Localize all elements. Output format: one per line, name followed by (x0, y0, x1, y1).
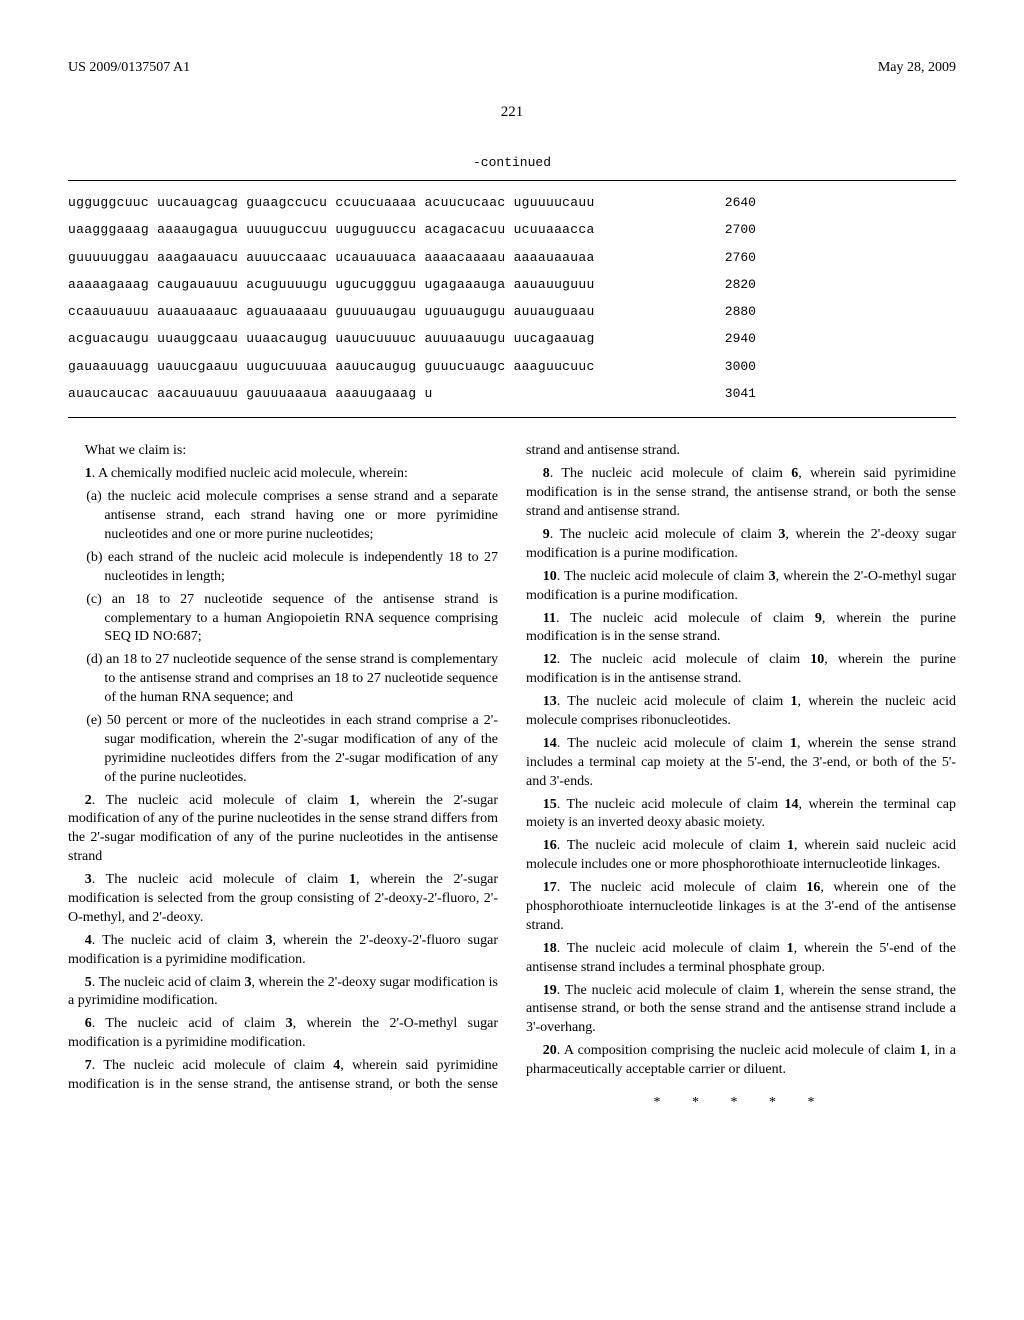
sequence-row: ccaauuauuu auaauaaauc aguauaaaau guuuuau… (68, 298, 956, 325)
sequence-row: auaucaucac aacauuauuu gauuuaaaua aaauuga… (68, 380, 956, 407)
sequence-row: acguacaugu uuauggcaau uuaacaugug uauucuu… (68, 325, 956, 352)
claims-lead: What we claim is: (68, 442, 498, 461)
sequence-row: ugguggcuuc uucauagcag guaagccucu ccuucua… (68, 189, 956, 216)
claim: 10. The nucleic acid molecule of claim 3… (526, 568, 956, 606)
claim: 6. The nucleic acid of claim 3, wherein … (68, 1015, 498, 1053)
patent-date: May 28, 2009 (878, 60, 956, 76)
claim: 1. A chemically modified nucleic acid mo… (68, 465, 498, 484)
sequence-text: guuuuuggau aaagaauacu auuuccaaac ucauauu… (68, 244, 595, 271)
claim-subpart: (d) an 18 to 27 nucleotide sequence of t… (86, 651, 498, 708)
claim: 13. The nucleic acid molecule of claim 1… (526, 693, 956, 731)
sequence-row: gauaauuagg uauucgaauu uugucuuuaa aauucau… (68, 353, 956, 380)
sequence-text: ugguggcuuc uucauagcag guaagccucu ccuucua… (68, 189, 595, 216)
claim: 8. The nucleic acid molecule of claim 6,… (526, 465, 956, 522)
sequence-position: 2700 (725, 216, 956, 243)
sequence-position: 2940 (725, 325, 956, 352)
patent-number: US 2009/0137507 A1 (68, 60, 190, 76)
claim-subpart: (a) the nucleic acid molecule comprises … (86, 488, 498, 545)
sequence-row: aaaaagaaag caugauauuu acuguuuugu ugucugg… (68, 271, 956, 298)
sequence-text: acguacaugu uuauggcaau uuaacaugug uauucuu… (68, 325, 595, 352)
claims-section: What we claim is: 1. A chemically modifi… (68, 442, 956, 1113)
sequence-listing: ugguggcuuc uucauagcag guaagccucu ccuucua… (68, 180, 956, 418)
claim: 16. The nucleic acid molecule of claim 1… (526, 837, 956, 875)
claim: 20. A composition comprising the nucleic… (526, 1042, 956, 1080)
sequence-position: 2880 (725, 298, 956, 325)
claim: 19. The nucleic acid molecule of claim 1… (526, 982, 956, 1039)
sequence-text: ccaauuauuu auaauaaauc aguauaaaau guuuuau… (68, 298, 595, 325)
claim: 18. The nucleic acid molecule of claim 1… (526, 940, 956, 978)
claim: 5. The nucleic acid of claim 3, wherein … (68, 974, 498, 1012)
claim: 9. The nucleic acid molecule of claim 3,… (526, 526, 956, 564)
claim: 14. The nucleic acid molecule of claim 1… (526, 735, 956, 792)
claim: 3. The nucleic acid molecule of claim 1,… (68, 871, 498, 928)
claim: 4. The nucleic acid of claim 3, wherein … (68, 932, 498, 970)
claim: 12. The nucleic acid molecule of claim 1… (526, 651, 956, 689)
end-marks: * * * * * (526, 1094, 956, 1113)
page-number: 221 (68, 104, 956, 121)
sequence-text: uaagggaaag aaaaugagua uuuuguccuu uuguguu… (68, 216, 595, 243)
claim: 2. The nucleic acid molecule of claim 1,… (68, 792, 498, 868)
claim-subpart: (e) 50 percent or more of the nucleotide… (86, 712, 498, 788)
sequence-row: uaagggaaag aaaaugagua uuuuguccuu uuguguu… (68, 216, 956, 243)
sequence-row: guuuuuggau aaagaauacu auuuccaaac ucauauu… (68, 244, 956, 271)
claim-subpart: (b) each strand of the nucleic acid mole… (86, 549, 498, 587)
sequence-position: 2640 (725, 189, 956, 216)
sequence-position: 2820 (725, 271, 956, 298)
sequence-text: aaaaagaaag caugauauuu acuguuuugu ugucugg… (68, 271, 595, 298)
claim: 11. The nucleic acid molecule of claim 9… (526, 610, 956, 648)
sequence-position: 2760 (725, 244, 956, 271)
claim: 15. The nucleic acid molecule of claim 1… (526, 796, 956, 834)
page-header: US 2009/0137507 A1 May 28, 2009 (68, 60, 956, 76)
sequence-position: 3041 (725, 380, 956, 407)
claim: 17. The nucleic acid molecule of claim 1… (526, 879, 956, 936)
sequence-text: auaucaucac aacauuauuu gauuuaaaua aaauuga… (68, 380, 433, 407)
continued-label: -continued (68, 155, 956, 170)
claim-subpart: (c) an 18 to 27 nucleotide sequence of t… (86, 591, 498, 648)
sequence-text: gauaauuagg uauucgaauu uugucuuuaa aauucau… (68, 353, 595, 380)
sequence-position: 3000 (725, 353, 956, 380)
